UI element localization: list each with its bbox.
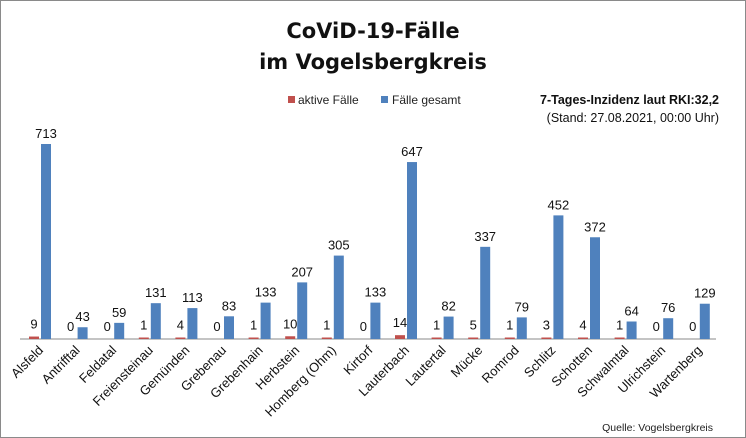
value-label-active-5: 0 (213, 319, 220, 334)
value-label-active-2: 0 (104, 319, 111, 334)
bar-total-1 (77, 327, 88, 339)
legend-swatch-total (381, 96, 388, 103)
value-label-total-11: 82 (441, 299, 455, 314)
bar-active-3 (138, 337, 149, 339)
value-label-active-8: 1 (323, 318, 330, 333)
value-label-total-2: 59 (112, 305, 126, 320)
category-label-11: Lautertal (402, 342, 448, 388)
bar-total-6 (260, 302, 271, 339)
bar-total-9 (370, 302, 381, 339)
value-label-active-10: 14 (393, 315, 407, 330)
value-label-active-0: 9 (30, 317, 37, 332)
value-label-total-12: 337 (474, 229, 496, 244)
bar-active-10 (395, 335, 405, 339)
bar-total-15 (590, 237, 600, 339)
value-label-total-18: 129 (694, 286, 716, 301)
value-label-total-15: 372 (584, 219, 606, 234)
value-label-active-13: 1 (506, 318, 513, 333)
bar-active-11 (431, 337, 442, 339)
value-label-total-4: 113 (182, 290, 203, 305)
value-label-total-16: 64 (624, 303, 638, 318)
value-label-active-7: 10 (283, 316, 297, 331)
source-note: Quelle: Vogelsbergkreis (602, 422, 713, 434)
value-label-active-18: 0 (689, 319, 696, 334)
value-label-active-4: 4 (177, 318, 184, 333)
bar-total-12 (480, 246, 491, 339)
bar-total-18 (699, 303, 710, 339)
bar-total-8 (333, 255, 344, 339)
bar-total-7 (297, 282, 308, 339)
bar-total-14 (553, 215, 564, 339)
value-label-total-0: 713 (35, 126, 57, 141)
bar-active-15 (578, 337, 588, 339)
bar-active-6 (248, 337, 259, 339)
value-label-active-17: 0 (653, 319, 660, 334)
value-label-total-17: 76 (661, 300, 675, 315)
value-label-total-13: 79 (515, 299, 529, 314)
value-label-active-16: 1 (616, 318, 623, 333)
bar-active-13 (504, 337, 515, 339)
bar-total-0 (41, 144, 51, 339)
value-label-active-11: 1 (433, 318, 440, 333)
value-label-total-1: 43 (75, 309, 89, 324)
bar-active-16 (614, 337, 625, 339)
bar-total-10 (407, 162, 417, 339)
legend-label-active: aktive Fälle (298, 93, 359, 107)
value-label-active-14: 3 (543, 318, 550, 333)
value-label-total-7: 207 (291, 264, 313, 279)
bar-total-2 (114, 322, 125, 339)
bar-total-11 (443, 316, 454, 339)
category-label-13: Romrod (479, 343, 522, 386)
bar-active-12 (468, 337, 479, 339)
value-label-total-6: 133 (255, 285, 277, 300)
bar-active-14 (541, 337, 552, 339)
value-label-active-12: 5 (470, 318, 477, 333)
bar-active-4 (175, 337, 186, 339)
chart-title-line-2: im Vogelsbergkreis (259, 50, 487, 74)
chart-title-line-1: CoViD-19-Fälle (286, 19, 459, 43)
value-label-active-1: 0 (67, 319, 74, 334)
value-label-active-6: 1 (250, 318, 257, 333)
value-label-active-9: 0 (360, 319, 367, 334)
bar-total-4 (187, 308, 198, 339)
value-label-total-14: 452 (548, 197, 570, 212)
bar-total-5 (224, 316, 234, 339)
bar-total-16 (626, 321, 637, 339)
value-label-active-15: 4 (579, 318, 586, 333)
value-label-total-3: 131 (145, 285, 167, 300)
value-label-total-8: 305 (328, 238, 350, 253)
category-label-1: Antrifftal (39, 342, 83, 386)
status-date-text: (Stand: 27.08.2021, 00:00 Uhr) (547, 111, 719, 125)
value-label-active-3: 1 (140, 318, 147, 333)
value-label-total-10: 647 (401, 144, 423, 159)
incidence-text: 7-Tages-Inzidenz laut RKI:32,2 (540, 93, 719, 107)
bar-active-7 (285, 336, 296, 339)
bar-total-17 (663, 318, 674, 339)
bar-total-3 (150, 303, 161, 339)
legend-label-total: Fälle gesamt (392, 93, 461, 107)
bar-total-13 (516, 317, 527, 339)
bar-active-8 (321, 337, 332, 339)
legend-swatch-active (288, 96, 295, 103)
value-label-total-9: 133 (365, 285, 387, 300)
value-label-total-5: 83 (222, 298, 236, 313)
bar-active-0 (29, 336, 39, 339)
